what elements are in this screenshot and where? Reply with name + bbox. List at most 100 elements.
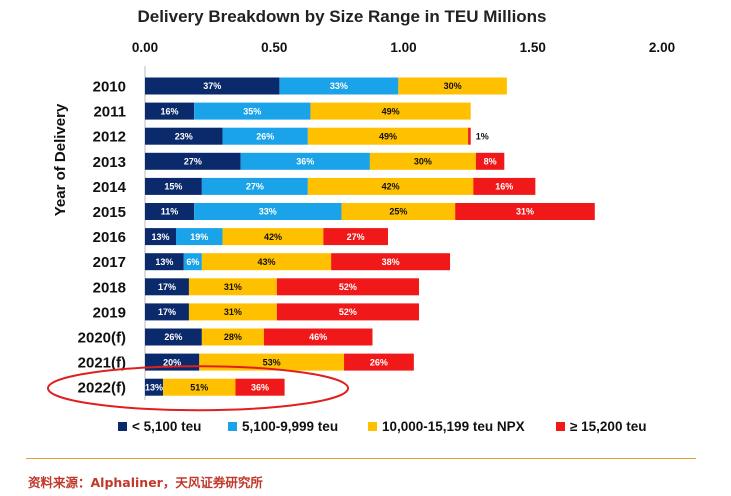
data-label: 13% — [152, 232, 170, 242]
bar-segment — [307, 177, 474, 195]
data-label: 17% — [158, 282, 176, 292]
data-label: 33% — [330, 81, 348, 91]
data-label: 36% — [251, 382, 269, 392]
bar-segment — [398, 77, 507, 95]
bar-segment — [145, 177, 202, 195]
data-label: 49% — [382, 106, 400, 116]
data-label: 23% — [175, 131, 193, 141]
category-label: 2019 — [93, 304, 126, 321]
data-label: 19% — [190, 232, 208, 242]
x-tick-label: 0.50 — [261, 40, 287, 55]
data-label: 38% — [382, 257, 400, 267]
data-label: 8% — [484, 157, 497, 167]
data-label: 27% — [246, 182, 264, 192]
data-label: 42% — [382, 182, 400, 192]
bar-segment — [235, 378, 285, 396]
data-label: 36% — [296, 157, 314, 167]
bar-segment — [145, 378, 164, 396]
bar-segment — [279, 77, 399, 95]
category-label: 2020(f) — [78, 330, 126, 347]
data-label: 27% — [184, 157, 202, 167]
data-label: 31% — [224, 307, 242, 317]
category-label: 2016 — [93, 229, 126, 246]
bar-segment — [222, 127, 308, 145]
legend-label: < 5,100 teu — [132, 419, 201, 434]
bar-segment — [201, 328, 264, 346]
data-label: 43% — [257, 257, 275, 267]
x-tick-label: 1.50 — [520, 40, 546, 55]
category-label: 2010 — [93, 79, 126, 96]
bar-segment — [145, 102, 195, 120]
data-label: 20% — [163, 357, 181, 367]
data-label: 30% — [444, 81, 462, 91]
data-label: 28% — [224, 332, 242, 342]
data-label: 52% — [339, 282, 357, 292]
bar-segment — [183, 253, 202, 271]
data-label: 31% — [516, 207, 534, 217]
bar-segment — [145, 278, 189, 296]
category-label: 2015 — [93, 204, 126, 221]
data-label: 46% — [309, 332, 327, 342]
bar-segment — [473, 177, 536, 195]
data-label: 49% — [379, 131, 397, 141]
legend-swatch — [556, 422, 565, 431]
bar-segment — [310, 102, 471, 120]
bar-segment — [323, 228, 388, 246]
data-labels: 37% 33% 30% 16% 35% 49% 23% 26% 49% 1% 27% 36% 30% 8%… — [145, 81, 534, 392]
data-label: 15% — [164, 182, 182, 192]
chart-title: Delivery Breakdown by Size Range in TEU … — [137, 7, 546, 26]
bar-segment — [475, 152, 505, 170]
footer-divider — [26, 458, 696, 459]
legend-swatch — [368, 422, 377, 431]
data-label: 30% — [414, 157, 432, 167]
bar-segment — [188, 303, 277, 321]
category-label: 2011 — [93, 104, 126, 121]
bar-segment — [194, 102, 311, 120]
bar-segment — [468, 127, 471, 145]
y-axis-label: Year of Delivery — [52, 103, 69, 216]
bar-segment — [240, 152, 370, 170]
bar-segment — [145, 77, 280, 95]
legend-swatch — [118, 422, 127, 431]
bar-segment — [145, 228, 177, 246]
data-label: 11% — [161, 207, 179, 217]
bar-segment — [145, 127, 223, 145]
category-label: 2021(f) — [78, 355, 126, 372]
legend-swatch — [228, 422, 237, 431]
bar-segment — [188, 278, 277, 296]
data-label: 26% — [370, 357, 388, 367]
bar-segment — [145, 152, 241, 170]
data-label: 13% — [155, 257, 173, 267]
legend-label: 10,000-15,199 teu NPX — [382, 419, 525, 434]
category-label: 2012 — [93, 129, 126, 146]
legend: < 5,100 teu 5,100-9,999 teu 10,000-15,199 … — [118, 419, 646, 434]
data-label: 16% — [161, 106, 179, 116]
category-label: 2014 — [93, 179, 127, 196]
category-label: 2017 — [93, 254, 126, 271]
data-label: 35% — [243, 106, 261, 116]
category-label: 2022(f) — [78, 380, 126, 397]
data-label: 27% — [347, 232, 365, 242]
x-tick-label: 1.00 — [390, 40, 416, 55]
data-label: 16% — [495, 182, 513, 192]
bar-segment — [176, 228, 223, 246]
bar-segment — [369, 152, 476, 170]
data-label: 26% — [256, 131, 274, 141]
bar-segment — [331, 253, 451, 271]
bar-segment — [145, 328, 202, 346]
bar-segment — [194, 203, 342, 220]
bar-segment — [145, 203, 195, 220]
bar-segment — [276, 278, 420, 296]
category-labels: 2010 2011 2012 2013 2014 2015 2016 2017 2018 2019… — [78, 79, 127, 397]
data-label: 42% — [264, 232, 282, 242]
x-tick-label: 0.00 — [132, 40, 158, 55]
bar-segment — [201, 177, 308, 195]
bar-segment — [201, 253, 332, 271]
bar-segment — [263, 328, 373, 346]
bar-segment — [344, 353, 414, 371]
highlight-ellipse — [47, 365, 349, 412]
bar-segment — [276, 303, 420, 321]
category-label: 2018 — [93, 279, 126, 296]
data-label: 31% — [224, 282, 242, 292]
